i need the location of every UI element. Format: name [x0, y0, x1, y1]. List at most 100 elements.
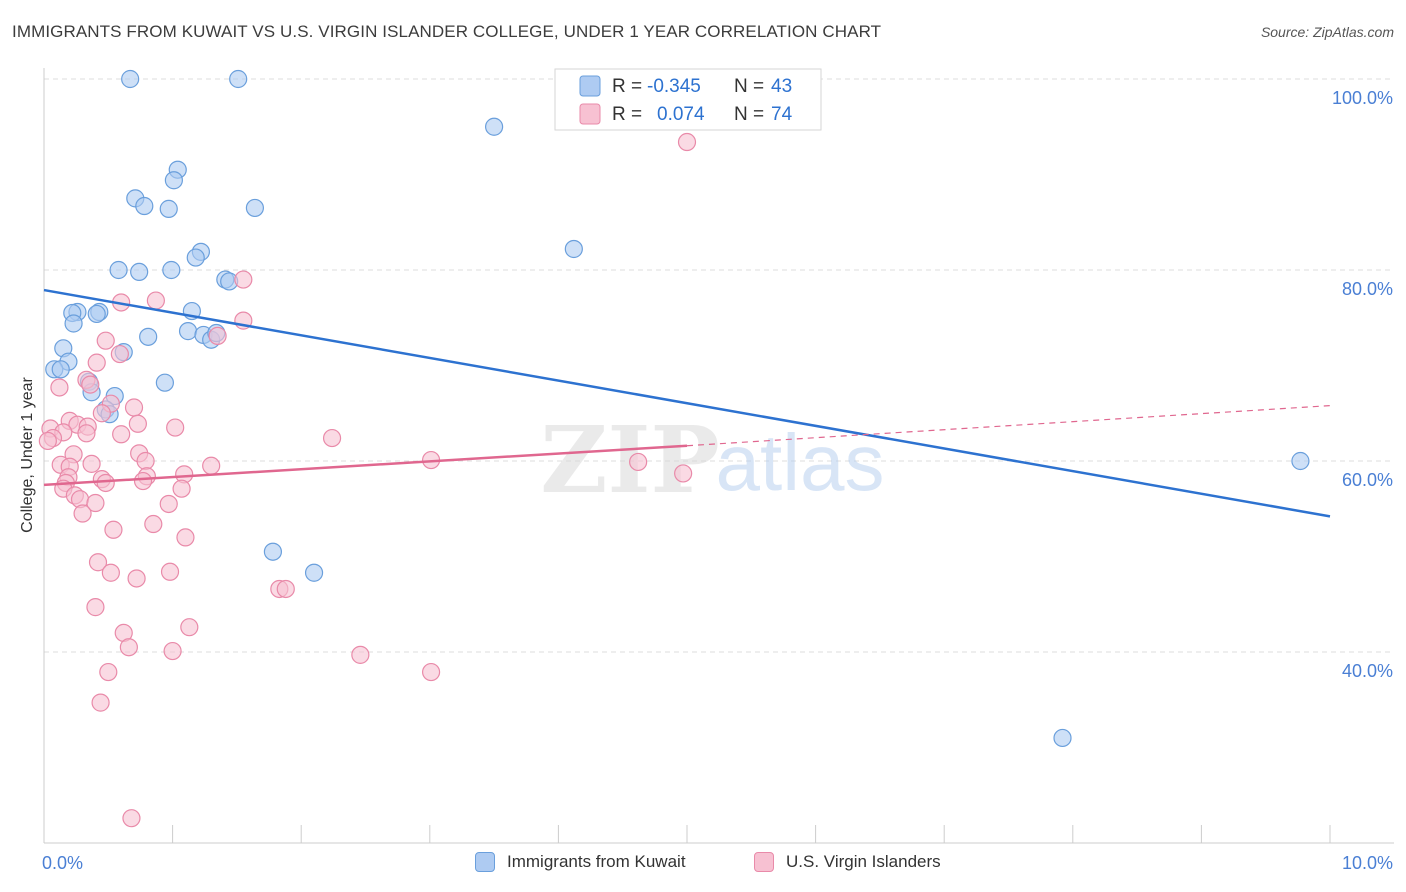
- kuwait-point: [186, 248, 205, 267]
- virgin-point: [119, 638, 138, 657]
- kuwait-point: [64, 314, 83, 333]
- virgin-point: [172, 479, 191, 498]
- x-tick-label: 0.0%: [42, 853, 83, 873]
- kuwait-point: [485, 117, 504, 136]
- virgin-point: [101, 563, 120, 582]
- virgin-point: [144, 514, 163, 534]
- virgin-point: [136, 451, 155, 471]
- axis-layer: 40.0% 60.0% 80.0% 100.0% 0.0% 10.0%: [42, 68, 1394, 873]
- legend-swatch-kuwait: [475, 852, 495, 872]
- virgin-point: [82, 454, 101, 473]
- virgin-point: [322, 428, 342, 448]
- virgin-point: [176, 528, 195, 547]
- kuwait-point: [304, 563, 324, 582]
- virgin-point: [38, 431, 57, 451]
- virgin-point: [99, 662, 118, 682]
- trend-layer: [43, 288, 1331, 518]
- kuwait-point: [1291, 451, 1310, 471]
- legend-top: R = -0.345 N = 43 R = 0.074 N = 74: [554, 68, 822, 131]
- virgin-point: [104, 520, 123, 539]
- legend-top-virgin-r-label: R =: [612, 104, 647, 125]
- virgin-point: [351, 645, 370, 664]
- y-tick-label: 40.0%: [1342, 661, 1393, 681]
- y-tick-label: 80.0%: [1342, 279, 1393, 299]
- virgin-point: [81, 375, 100, 394]
- virgin-point: [128, 414, 147, 433]
- kuwait-point: [178, 322, 198, 341]
- virgin-point: [110, 344, 129, 364]
- virgin-point: [124, 398, 144, 417]
- virgin-point: [87, 353, 106, 372]
- virgin-point: [88, 553, 108, 572]
- legend-bottom: Immigrants from Kuwait U.S. Virgin Islan…: [0, 852, 1406, 878]
- legend-item-kuwait[interactable]: Immigrants from Kuwait: [475, 852, 686, 872]
- kuwait-point: [121, 69, 140, 89]
- kuwait-point: [109, 260, 128, 280]
- virgin-point: [86, 598, 105, 617]
- virgin-trend-extension: [686, 405, 1331, 447]
- virgin-point: [160, 562, 180, 581]
- kuwait-point: [164, 171, 183, 190]
- legend-top-kuwait-n-value: 43: [771, 76, 792, 97]
- legend-top-kuwait-swatch: [579, 75, 601, 97]
- y-tick-label: 60.0%: [1342, 470, 1393, 490]
- virgin-point: [92, 404, 111, 423]
- virgin-point: [133, 471, 153, 491]
- legend-top-kuwait-r-value: -0.345: [647, 76, 701, 97]
- legend-label-virgin: U.S. Virgin Islanders: [786, 852, 941, 871]
- virgin-point: [96, 473, 115, 493]
- legend-top-virgin-n-label: N =: [734, 104, 769, 125]
- legend-item-virgin[interactable]: U.S. Virgin Islanders: [754, 852, 941, 872]
- kuwait-point: [564, 239, 583, 259]
- legend-swatch-virgin: [754, 852, 774, 872]
- legend-top-kuwait-r-label: R =: [612, 76, 647, 97]
- kuwait-point: [130, 262, 149, 282]
- kuwait-point: [229, 69, 248, 89]
- virgin-point: [629, 452, 648, 472]
- points-layer: [38, 69, 1310, 828]
- chart-title: IMMIGRANTS FROM KUWAIT VS U.S. VIRGIN IS…: [12, 22, 882, 41]
- watermark-atlas: atlas: [716, 418, 885, 507]
- virgin-point: [146, 291, 165, 310]
- virgin-point: [86, 493, 105, 513]
- legend-top-kuwait-n-label: N =: [734, 76, 769, 97]
- legend-label-kuwait: Immigrants from Kuwait: [507, 852, 686, 871]
- kuwait-point: [139, 327, 158, 346]
- virgin-point: [73, 504, 92, 523]
- legend-top-virgin-n-value: 74: [771, 104, 793, 125]
- virgin-point: [208, 326, 227, 345]
- virgin-point: [159, 494, 178, 514]
- chart-source: Source: ZipAtlas.com: [1260, 24, 1394, 40]
- legend-top-virgin-swatch: [579, 103, 601, 125]
- virgin-point: [122, 809, 141, 828]
- y-tick-label: 100.0%: [1332, 88, 1393, 108]
- virgin-point: [50, 378, 69, 397]
- kuwait-point: [1053, 728, 1072, 748]
- legend-top-virgin-r-value: 0.074: [657, 104, 705, 125]
- virgin-point: [112, 425, 131, 444]
- kuwait-point: [162, 260, 181, 280]
- grid-layer: [44, 78, 1394, 653]
- kuwait-point: [263, 542, 283, 561]
- kuwait-point: [245, 198, 265, 218]
- virgin-point: [127, 569, 146, 588]
- virgin-point: [180, 618, 199, 637]
- virgin-point: [91, 693, 110, 712]
- virgin-point: [202, 456, 221, 475]
- x-tick-label: 10.0%: [1342, 853, 1393, 873]
- kuwait-point: [155, 373, 174, 392]
- virgin-point: [276, 579, 295, 599]
- virgin-point: [677, 132, 697, 152]
- kuwait-point: [159, 199, 178, 218]
- kuwait-trend-line: [43, 288, 1331, 518]
- virgin-point: [77, 424, 96, 443]
- kuwait-point: [87, 304, 106, 324]
- virgin-point: [234, 270, 253, 289]
- virgin-trend-line: [43, 444, 688, 487]
- virgin-point: [163, 641, 182, 661]
- kuwait-point: [135, 196, 154, 216]
- virgin-point: [421, 662, 441, 682]
- virgin-point: [674, 464, 693, 483]
- virgin-point: [96, 331, 115, 350]
